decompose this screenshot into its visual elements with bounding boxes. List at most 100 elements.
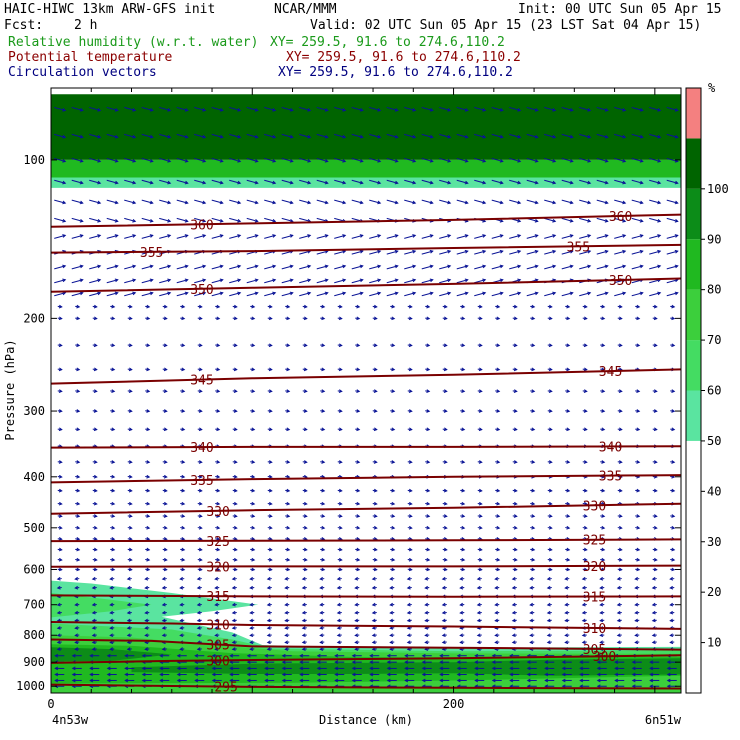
vector-arrow-404 [197, 304, 203, 309]
vector-arrow-970 [652, 547, 658, 552]
vector-arrow-42 [159, 133, 172, 139]
init-time: Init: 00 UTC Sun 05 Apr 15 [518, 2, 722, 17]
vector-arrow-494 [512, 343, 518, 348]
vector-arrow-473 [145, 343, 151, 348]
vector-arrow-1210 [441, 610, 447, 615]
vector-arrow-456 [477, 316, 483, 321]
vector-arrow-1500 [474, 666, 485, 671]
vector-arrow-298 [229, 264, 242, 270]
vector-arrow-1022 [302, 567, 308, 572]
vector-arrow-850 [442, 514, 448, 518]
vector-arrow-870 [162, 525, 168, 530]
vector-arrow-1516 [124, 672, 135, 677]
vector-arrow-85 [281, 157, 294, 163]
vector-arrow-133 [491, 179, 504, 185]
vector-arrow-819 [530, 501, 536, 506]
vector-arrow-570 [582, 389, 588, 393]
vector-arrow-1019 [250, 567, 256, 572]
vector-arrow-512 [197, 367, 203, 372]
vector-arrow-172 [544, 199, 557, 205]
vector-arrow-92 [404, 157, 417, 163]
vector-arrow-1013 [145, 567, 151, 572]
theta-label-355-0: 355 [140, 246, 163, 261]
vector-arrow-1060 [336, 576, 342, 581]
rh-region-4 [51, 647, 172, 662]
vector-arrow-972 [57, 557, 63, 562]
vector-arrow-35 [666, 106, 679, 112]
y-tick-500: 500 [23, 521, 45, 535]
vector-arrow-1006 [652, 557, 658, 562]
vector-arrow-413 [355, 304, 361, 309]
vector-arrow-1250 [511, 618, 517, 623]
vector-arrow-1528 [334, 672, 345, 677]
vector-arrow-895 [600, 525, 606, 530]
vector-arrow-283 [596, 249, 609, 255]
vector-arrow-1404 [54, 653, 65, 658]
vector-arrow-66 [579, 133, 592, 139]
vector-arrow-1098 [371, 585, 377, 590]
vector-arrow-1323 [529, 633, 535, 638]
theta-contour-315 [51, 594, 681, 598]
vector-arrow-883 [390, 525, 396, 530]
valid-time: Valid: 02 UTC Sun 05 Apr 15 (23 LST Sat … [310, 18, 702, 33]
vector-arrow-1459 [386, 660, 397, 665]
vector-arrow-943 [180, 547, 186, 552]
vector-arrow-1064 [406, 576, 412, 581]
vector-arrow-1177 [494, 602, 500, 607]
vector-arrow-1153 [74, 602, 80, 607]
vector-arrow-1077 [634, 576, 640, 581]
vector-arrow-162 [369, 199, 382, 205]
vector-arrow-37 [71, 133, 84, 139]
vector-arrow-1086 [161, 585, 167, 590]
vector-arrow-70 [649, 133, 662, 139]
vector-arrow-1067 [459, 576, 465, 581]
vector-arrow-73 [71, 157, 84, 163]
vector-arrow-332 [194, 278, 207, 284]
vector-arrow-16 [334, 106, 347, 112]
vector-arrow-179 [666, 199, 679, 205]
vector-arrow-1414 [229, 653, 240, 658]
vector-arrow-1152 [56, 602, 62, 607]
vector-arrow-431 [670, 304, 676, 309]
vector-arrow-423 [530, 304, 536, 309]
vector-arrow-830 [92, 514, 98, 518]
vector-arrow-1582 [649, 678, 660, 683]
vector-arrow-208 [544, 217, 557, 223]
vector-arrow-971 [670, 547, 676, 552]
vector-arrow-292 [124, 264, 137, 270]
vector-arrow-1510 [649, 666, 660, 671]
vector-arrow-487 [390, 343, 396, 348]
vector-arrow-902 [92, 537, 98, 541]
vector-arrow-102 [579, 157, 592, 163]
vector-arrow-513 [215, 367, 221, 372]
vector-arrow-645 [635, 427, 641, 432]
colorbar-bin-3 [686, 491, 701, 542]
vector-arrow-1106 [511, 585, 517, 590]
vector-arrow-937 [75, 547, 81, 552]
vector-arrow-416 [407, 304, 413, 309]
vector-arrow-840 [267, 514, 273, 518]
vector-arrow-601 [495, 409, 501, 413]
vector-arrow-101 [561, 157, 574, 163]
vector-arrow-598 [442, 409, 448, 413]
vector-arrow-1103 [459, 585, 465, 590]
vector-arrow-1169 [354, 602, 360, 607]
vector-arrow-993 [425, 557, 431, 562]
vector-arrow-1341 [214, 640, 220, 645]
vector-arrow-373 [281, 291, 294, 297]
vector-arrow-1227 [109, 618, 115, 623]
vector-arrow-149 [141, 199, 154, 205]
vector-arrow-221 [141, 234, 154, 239]
vector-arrow-1406 [89, 653, 100, 658]
vector-arrow-438 [162, 316, 168, 321]
vector-arrow-321 [631, 264, 644, 270]
vector-arrow-874 [232, 525, 238, 530]
vector-arrow-1490 [299, 666, 310, 671]
vector-arrow-1196 [196, 610, 202, 615]
vector-arrow-592 [337, 409, 343, 413]
vector-arrow-1302 [161, 633, 167, 638]
vector-arrow-636 [477, 427, 483, 432]
vector-arrow-525 [425, 367, 431, 372]
vector-arrow-1277 [354, 626, 360, 630]
